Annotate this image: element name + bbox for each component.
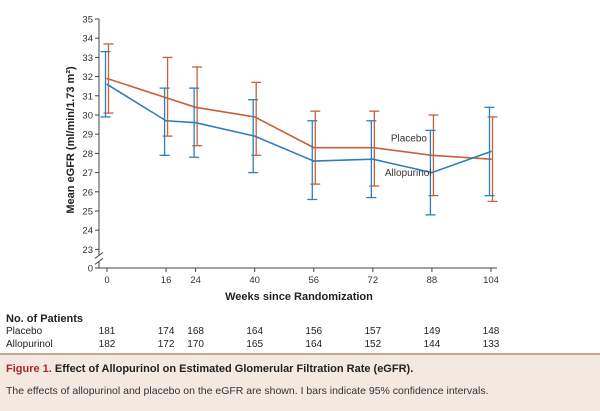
patients-row-label-allopurinol: Allopurinol [6,339,53,350]
y-tick-label: 27 [82,168,93,179]
data-point-allopurinol [312,160,315,162]
chart-series: Placebo Allopurinol [100,43,498,216]
x-tick-label: 72 [368,275,379,286]
patients-cell: 168 [187,326,204,337]
data-point-placebo [106,77,108,80]
data-point-allopurinol [106,83,108,86]
series-allopurinol [100,50,495,216]
x-tick-label: 104 [483,275,499,286]
figure-caption: Figure 1. Effect of Allopurinol on Estim… [0,353,600,411]
y-axis-title: Mean eGFR (ml/min/1.73 m²) [65,66,77,214]
x-tick-label: 24 [190,275,201,286]
data-point-placebo [194,106,197,109]
patients-cell: 164 [246,326,264,337]
patients-cell: 144 [423,339,441,350]
caption-title: Figure 1. Effect of Allopurinol on Estim… [6,363,413,375]
x-tick-label: 16 [161,275,172,286]
patients-cell: 152 [364,339,382,350]
axis-break-mark [94,251,104,259]
y-tick-label: 24 [82,226,93,237]
y-tick-label: 29 [82,130,93,141]
patients-cell: 182 [98,339,116,350]
y-tick-label: 28 [82,149,93,160]
axis-break-mark [94,257,104,265]
patients-cell: 157 [364,326,382,337]
y-tick-label: 34 [82,34,93,45]
patients-cell: 149 [423,326,441,337]
patients-cell: 164 [305,339,323,350]
egfr-chart: 0 23 24 25 26 27 28 29 30 31 32 33 34 35 0 16 24 40 56 72 88… [65,15,499,304]
patients-cell: 170 [187,339,204,350]
x-tick-label: 0 [104,275,109,286]
x-tick-label: 56 [308,275,319,286]
patients-cell: 156 [305,326,323,337]
figure-title: Effect of Allopurinol on Estimated Glome… [54,363,414,375]
patients-row-label-placebo: Placebo [6,326,43,337]
patients-cell: 174 [157,326,175,337]
data-point-placebo [490,158,492,160]
y-tick-label: 26 [82,187,93,198]
figure-label: Figure 1. [6,363,52,375]
data-point-placebo [372,146,374,149]
data-point-allopurinol [194,121,197,124]
data-point-allopurinol [253,135,256,137]
data-point-placebo [253,116,256,118]
chart-axes: 0 23 24 25 26 27 28 29 30 31 32 33 34 35 0 16 24 40 56 72 88… [82,15,499,287]
data-point-placebo [431,154,433,157]
x-axis-title: Weeks since Randomization [225,291,373,303]
data-point-allopurinol [490,150,492,153]
data-point-allopurinol [165,119,167,122]
y-tick-label: 0 [88,264,93,275]
y-tick-label: 32 [82,72,93,83]
data-point-placebo [165,96,167,99]
y-tick-label: 35 [82,15,93,26]
patients-cell: 148 [482,326,500,337]
x-tick-label: 40 [249,275,260,286]
series-line-allopurinol [106,83,492,174]
y-tick-label: 31 [82,91,93,102]
y-tick-label: 30 [82,111,93,122]
patients-cell: 181 [98,326,116,337]
caption-text: The effects of allopurinol and placebo o… [6,385,489,397]
y-tick-label: 23 [82,245,93,256]
series-line-placebo [106,77,492,160]
y-tick-label: 25 [82,207,93,218]
series-label-placebo: Placebo [391,134,428,145]
data-point-placebo [312,146,315,149]
series-label-allopurinol: Allopurinol [385,168,432,179]
patients-cell: 165 [246,339,264,350]
patients-table-header: No. of Patients [6,313,84,325]
patients-cell: 133 [482,339,500,350]
data-point-allopurinol [372,158,374,160]
data-point-allopurinol [431,171,433,174]
patients-cell: 172 [157,339,175,350]
x-tick-label: 88 [427,275,438,286]
y-tick-label: 33 [82,53,93,64]
series-placebo [103,43,498,203]
